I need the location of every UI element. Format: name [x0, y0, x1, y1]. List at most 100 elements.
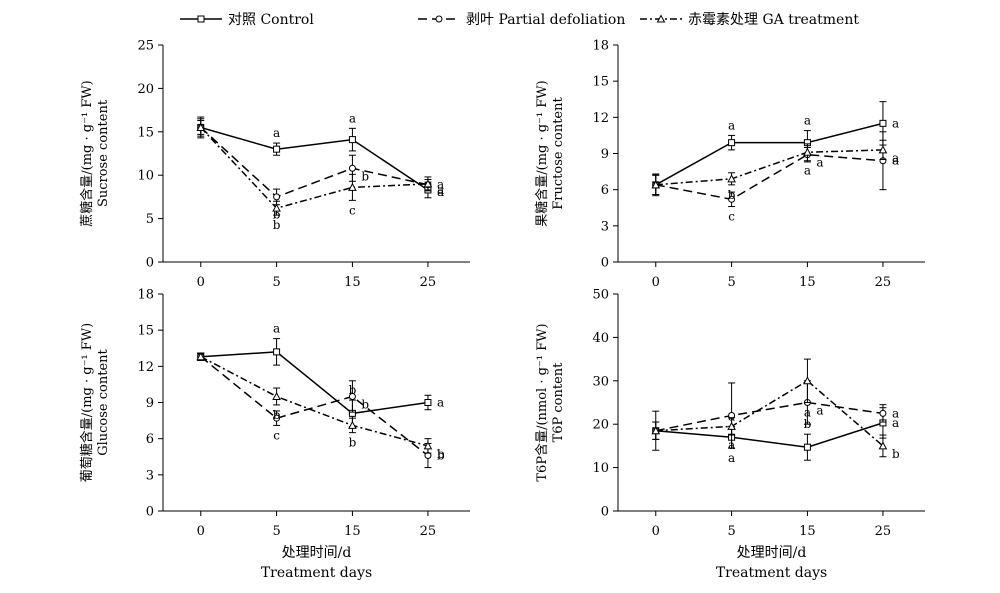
significance-label: b: [437, 449, 445, 463]
significance-label: a: [816, 404, 823, 418]
data-point: [803, 147, 812, 156]
significance-label: a: [437, 183, 444, 197]
data-point: [651, 180, 661, 189]
significance-label: b: [273, 218, 281, 232]
series-triangle: b b b: [196, 352, 445, 461]
y-tick-label: 3: [601, 219, 609, 234]
y-tick-label: 12: [137, 360, 154, 375]
significance-label: a: [349, 111, 356, 125]
x-tick-label: 15: [344, 275, 361, 290]
data-point: [348, 182, 357, 191]
x-tick-label: 15: [799, 524, 816, 539]
series-line: [200, 351, 429, 415]
x-tick-label: 25: [420, 275, 437, 290]
data-point: [878, 145, 888, 154]
chart-glucose: 0 3 6 9 12 15 18 0 5 15 25 葡萄糖含量/(mg · g⁻¹ FW) Gluco…: [79, 288, 470, 581]
series-line: [655, 122, 884, 186]
y-tick-label: 15: [592, 75, 609, 90]
significance-label: c: [728, 210, 735, 224]
significance-label: a: [728, 118, 735, 132]
series-line: [655, 153, 883, 201]
significance-label: b: [728, 188, 736, 202]
y-tick-label: 18: [592, 39, 609, 54]
y-tick-label: 20: [137, 82, 154, 97]
x-tick-label: 5: [272, 524, 280, 539]
significance-label: a: [804, 114, 811, 128]
x-tick-label: 25: [420, 524, 437, 539]
x-tick-label: 0: [197, 275, 205, 290]
data-point: [196, 122, 206, 131]
y-tick-label: 25: [137, 39, 154, 54]
legend-item-3: 赤霉素处理 GA treatment: [640, 12, 859, 28]
series-line: [200, 126, 429, 191]
significance-label: b: [349, 436, 357, 450]
x-tick-label: 0: [197, 524, 205, 539]
data-point: [424, 399, 432, 406]
series-triangle: aab: [651, 358, 900, 461]
significance-label: a: [892, 416, 899, 430]
significance-label: a: [892, 116, 899, 130]
data-point: [803, 443, 811, 451]
data-point: [273, 414, 281, 422]
series-line: [200, 126, 429, 198]
legend-item-1: 对照 Control: [180, 12, 314, 28]
series-line: [655, 379, 884, 447]
significance-label: c: [349, 203, 356, 217]
data-point: [879, 119, 887, 127]
y-tick-label: 12: [592, 111, 609, 126]
y-tick-label: 10: [137, 169, 154, 184]
data-point: [727, 174, 736, 183]
x-tick-label: 5: [727, 275, 735, 290]
y-tick-label: 9: [146, 396, 154, 411]
series-circle: bba: [197, 118, 444, 222]
y-tick-label: 50: [592, 288, 609, 303]
y-axis-label-en: Glucose content: [96, 348, 111, 455]
significance-label: a: [437, 178, 444, 192]
y-tick-label: 15: [137, 324, 154, 339]
data-point: [728, 139, 736, 147]
data-point: [348, 420, 357, 429]
data-point: [348, 392, 356, 400]
series-line: [655, 422, 884, 448]
series-line: [200, 356, 429, 457]
series-circle: cbb: [197, 352, 445, 469]
legend-item-2: 剥叶 Partial defoliation: [418, 12, 625, 28]
data-point: [728, 195, 736, 203]
y-tick-label: 18: [137, 288, 154, 303]
data-point: [423, 179, 433, 188]
data-point: [273, 348, 281, 356]
x-axis-label-en: Treatment days: [261, 565, 372, 581]
y-tick-label: 0: [146, 256, 154, 271]
y-tick-label: 9: [601, 147, 609, 162]
chart-panels: 0 5 10 15 20 25 0 5 15 25 蔗糖含量/(mg · g⁻¹ FW) Sucros…: [79, 39, 925, 581]
x-tick-label: 25: [875, 275, 892, 290]
significance-label: a: [892, 151, 899, 165]
x-tick-label: 0: [652, 524, 660, 539]
y-axis-label-en: Sucrose content: [96, 99, 111, 207]
y-tick-label: 6: [146, 432, 154, 447]
series-triangle: baa: [651, 139, 899, 202]
legend-marker-square: [197, 15, 205, 23]
y-tick-label: 10: [592, 461, 609, 476]
x-axis-label-en: Treatment days: [716, 565, 827, 581]
significance-label: c: [273, 428, 280, 442]
significance-label: a: [804, 406, 811, 420]
significance-label: b: [273, 408, 281, 422]
y-tick-label: 5: [146, 212, 154, 227]
x-tick-label: 15: [799, 275, 816, 290]
x-axis-label: 处理时间/d: [737, 545, 807, 561]
series-line: [655, 149, 883, 186]
significance-label: a: [892, 406, 899, 420]
data-point: [878, 441, 888, 450]
y-tick-label: 15: [137, 125, 154, 140]
y-axis-label-en: Fructose content: [551, 97, 566, 210]
y-axis-label: 蔗糖含量/(mg · g⁻¹ FW): [79, 80, 95, 226]
significance-label: a: [728, 438, 735, 452]
legend: 对照 Control 剥叶 Partial defoliation 赤霉素处理 GA…: [180, 12, 859, 28]
chart-sucrose: 0 5 10 15 20 25 0 5 15 25 蔗糖含量/(mg · g⁻¹ FW) Sucros…: [79, 39, 470, 290]
significance-label: b: [361, 397, 369, 411]
y-tick-label: 40: [592, 331, 609, 346]
data-point: [273, 145, 281, 153]
y-axis-label: T6P含量/(nmol · g⁻¹ FW): [534, 323, 550, 481]
significance-label: a: [437, 185, 444, 199]
